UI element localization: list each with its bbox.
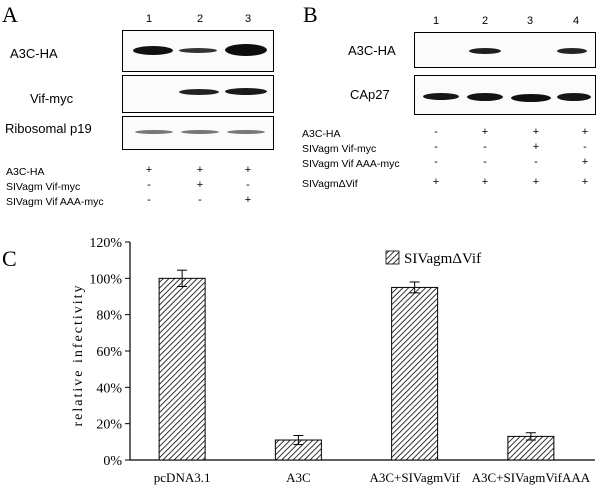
blot-label: CAp27 [350, 87, 390, 102]
condition-sign: + [481, 126, 489, 138]
y-tick-label: 40% [96, 381, 122, 396]
condition-sign: + [196, 179, 204, 191]
condition-label: SIVagmΔVif [302, 178, 358, 190]
panel-c-letter: C [2, 246, 17, 271]
lane-number: 3 [244, 13, 252, 25]
y-tick-label: 80% [96, 309, 122, 324]
condition-label: SIVagm Vif AAA-myc [6, 196, 104, 208]
condition-sign: - [583, 141, 587, 153]
condition-label: A3C-HA [6, 166, 45, 178]
blot-a3c-ha [122, 30, 274, 72]
condition-sign: - [246, 179, 250, 191]
condition-sign: + [581, 176, 589, 188]
condition-sign: - [434, 141, 438, 153]
blot-label: A3C-HA [348, 43, 396, 58]
band [179, 48, 217, 53]
band [511, 94, 551, 102]
x-tick-label: pcDNA3.1 [154, 470, 211, 485]
blot-a3c-ha [414, 32, 596, 68]
condition-label: A3C-HA [302, 128, 341, 140]
x-tick-label: A3C+SIVagmVifAAA [472, 470, 591, 485]
lane-number: 2 [481, 15, 489, 27]
condition-sign: - [198, 194, 202, 206]
y-tick-label: 120% [89, 236, 122, 251]
condition-sign: - [434, 126, 438, 138]
condition-sign: + [145, 164, 153, 176]
condition-sign: - [434, 156, 438, 168]
condition-sign: + [581, 156, 589, 168]
band [467, 93, 503, 101]
blot-ribosomal-p19 [122, 116, 274, 150]
condition-sign: + [581, 126, 589, 138]
condition-sign: + [532, 126, 540, 138]
lane-number: 1 [432, 15, 440, 27]
band [423, 93, 459, 100]
x-tick-label: A3C+SIVagmVif [369, 470, 460, 485]
condition-sign: - [534, 156, 538, 168]
legend-swatch [385, 250, 400, 265]
blot-label: Vif-myc [30, 91, 74, 106]
lane-number: 4 [572, 15, 580, 27]
lane-number: 2 [196, 13, 204, 25]
y-axis-label: relative infectivity [71, 283, 86, 426]
condition-sign: + [481, 176, 489, 188]
condition-label: SIVagm Vif AAA-myc [302, 158, 400, 170]
condition-sign: + [244, 164, 252, 176]
condition-sign: - [483, 156, 487, 168]
legend-label: SIVagmΔVif [404, 251, 481, 267]
condition-sign: + [532, 176, 540, 188]
panel-a-letter: A [2, 2, 18, 27]
x-tick-label: A3C [286, 470, 311, 485]
band [469, 48, 501, 54]
condition-sign: + [196, 164, 204, 176]
condition-sign: - [147, 179, 151, 191]
band [557, 48, 587, 54]
band [225, 88, 267, 95]
blot-cap27 [414, 75, 596, 115]
y-tick-label: 60% [96, 345, 122, 360]
blot-label: Ribosomal p19 [5, 121, 92, 136]
band [181, 130, 219, 134]
band [133, 46, 173, 55]
band [227, 130, 265, 134]
blot-label: A3C-HA [10, 46, 58, 61]
condition-sign: + [432, 176, 440, 188]
blot-vif-myc [122, 75, 274, 113]
band [225, 44, 267, 56]
condition-sign: - [483, 141, 487, 153]
condition-sign: + [244, 194, 252, 206]
band [557, 93, 591, 101]
lane-number: 3 [526, 15, 534, 27]
band [135, 130, 173, 134]
condition-sign: + [532, 141, 540, 153]
panel-b-letter: B [303, 2, 318, 27]
band [179, 89, 219, 95]
lane-number: 1 [145, 13, 153, 25]
y-tick-label: 100% [89, 272, 122, 287]
condition-label: SIVagm Vif-myc [6, 181, 81, 193]
condition-sign: - [147, 194, 151, 206]
condition-label: SIVagm Vif-myc [302, 143, 377, 155]
bar [391, 286, 439, 461]
bar [158, 277, 206, 461]
y-tick-label: 0% [103, 454, 122, 469]
y-tick-label: 20% [96, 418, 122, 433]
